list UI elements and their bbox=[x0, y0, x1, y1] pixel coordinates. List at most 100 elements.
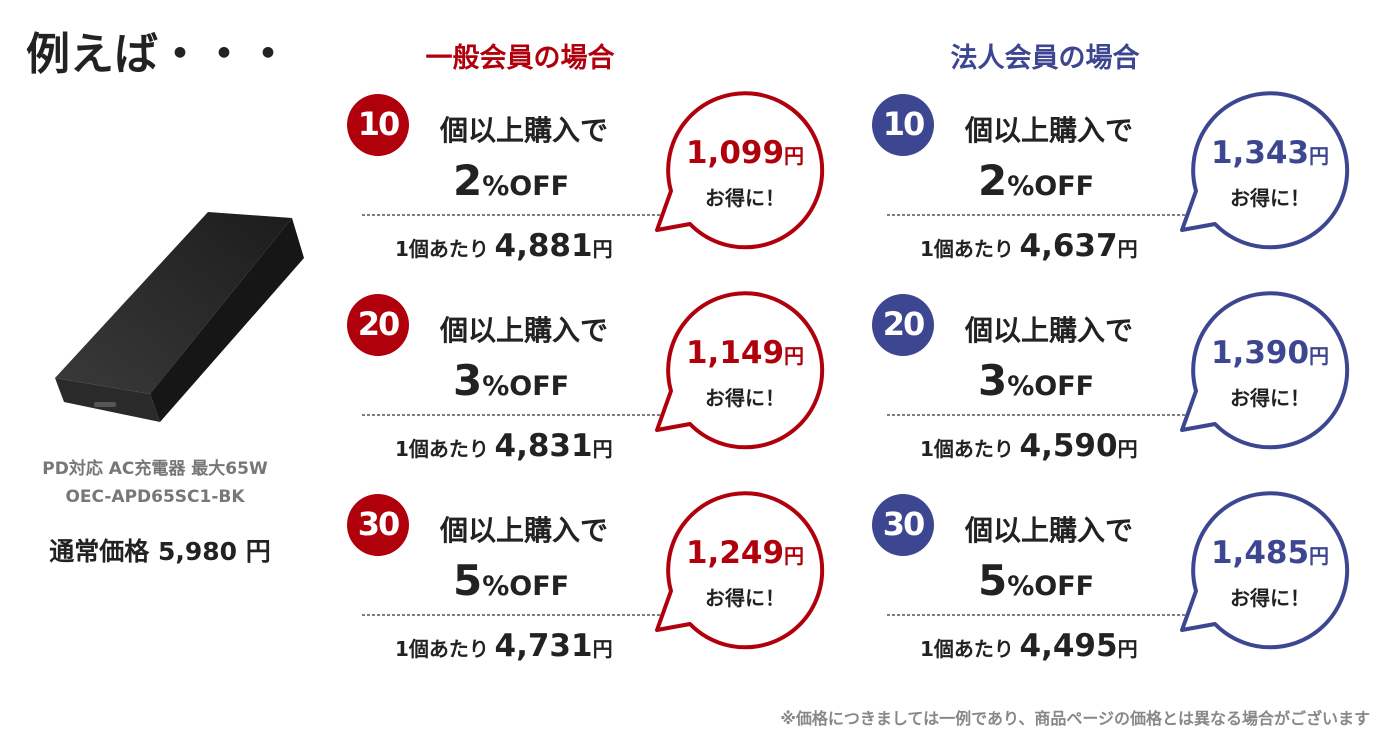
speech-bubble bbox=[655, 491, 825, 650]
qty: 10 bbox=[357, 105, 401, 143]
unit-price-value: 4,495 bbox=[1019, 628, 1118, 664]
unit-price-value: 4,590 bbox=[1019, 428, 1118, 464]
product-name: PD対応 AC充電器 最大65W bbox=[42, 459, 268, 479]
discount-unit: %OFF bbox=[1007, 171, 1095, 202]
discount: 3%OFF bbox=[978, 356, 1094, 405]
saving-value: 1,099 bbox=[685, 135, 785, 171]
discount-unit: %OFF bbox=[1007, 371, 1095, 402]
price-unit: 円 bbox=[245, 537, 271, 566]
saving: 1,390円 bbox=[1190, 335, 1350, 371]
saving-unit: 円 bbox=[784, 144, 805, 168]
saving-text: お得に！ bbox=[705, 386, 785, 410]
saving-value: 1,249 bbox=[685, 535, 785, 571]
qty-text: 個以上購入で bbox=[440, 514, 609, 547]
saving-value: 1,343 bbox=[1210, 135, 1310, 171]
saving-text: お得に！ bbox=[705, 586, 785, 610]
discount: 3%OFF bbox=[453, 356, 569, 405]
qty-badge bbox=[872, 494, 934, 556]
product-price: 通常価格 5,980 円 bbox=[30, 532, 290, 568]
qty-badge bbox=[347, 94, 409, 156]
unit-price-value: 4,731 bbox=[494, 628, 593, 664]
saving: 1,485円 bbox=[1190, 535, 1350, 571]
price: 5,980 bbox=[157, 537, 238, 566]
discount-unit: %OFF bbox=[482, 171, 570, 202]
qty: 30 bbox=[882, 505, 926, 543]
saving: 1,343円 bbox=[1190, 135, 1350, 171]
section-title: 一般会員の場合 bbox=[425, 43, 615, 74]
saving: 1,149円 bbox=[665, 335, 825, 371]
unit-price-unit: 円 bbox=[1117, 237, 1138, 261]
qty-text: 個以上購入で bbox=[440, 114, 609, 147]
discount-value: 5 bbox=[453, 556, 483, 605]
saving-text: お得に！ bbox=[1230, 586, 1310, 610]
unit-label: 1個あたり bbox=[395, 637, 489, 661]
discount: 2%OFF bbox=[978, 156, 1094, 205]
unit-price-value: 4,831 bbox=[494, 428, 593, 464]
discount-value: 3 bbox=[978, 356, 1008, 405]
unit-label: 1個あたり bbox=[395, 237, 489, 261]
qty: 20 bbox=[882, 305, 926, 343]
price-label: 通常価格 bbox=[49, 537, 150, 566]
saving-unit: 円 bbox=[1309, 144, 1330, 168]
discount-unit: %OFF bbox=[482, 371, 570, 402]
qty: 30 bbox=[357, 505, 401, 543]
unit-price: 1個あたり 4,637円 bbox=[920, 228, 1138, 264]
product-image bbox=[55, 212, 304, 422]
discount: 5%OFF bbox=[978, 556, 1094, 605]
qty-badge bbox=[347, 494, 409, 556]
discount-value: 3 bbox=[453, 356, 483, 405]
discount-unit: %OFF bbox=[1007, 571, 1095, 602]
qty-text: 個以上購入で bbox=[965, 114, 1134, 147]
saving-value: 1,485 bbox=[1210, 535, 1310, 571]
saving-value: 1,149 bbox=[685, 335, 785, 371]
qty: 10 bbox=[882, 105, 926, 143]
unit-label: 1個あたり bbox=[920, 637, 1014, 661]
qty-badge bbox=[872, 294, 934, 356]
unit-price-unit: 円 bbox=[592, 437, 613, 461]
qty-badge bbox=[347, 294, 409, 356]
qty: 20 bbox=[357, 305, 401, 343]
speech-bubble bbox=[1180, 91, 1350, 250]
discount: 2%OFF bbox=[453, 156, 569, 205]
qty-text: 個以上購入で bbox=[440, 314, 609, 347]
speech-bubble bbox=[655, 291, 825, 450]
saving-unit: 円 bbox=[1309, 544, 1330, 568]
discount-value: 2 bbox=[978, 156, 1008, 205]
qty-badge bbox=[872, 94, 934, 156]
discount-value: 2 bbox=[453, 156, 483, 205]
section-title: 法人会員の場合 bbox=[950, 43, 1140, 74]
discount-unit: %OFF bbox=[482, 571, 570, 602]
qty-text: 個以上購入で bbox=[965, 514, 1134, 547]
saving-text: お得に！ bbox=[1230, 386, 1310, 410]
speech-bubble bbox=[1180, 291, 1350, 450]
unit-label: 1個あたり bbox=[920, 437, 1014, 461]
speech-bubble bbox=[1180, 491, 1350, 650]
saving-unit: 円 bbox=[1309, 344, 1330, 368]
unit-price-unit: 円 bbox=[1117, 437, 1138, 461]
unit-price: 1個あたり 4,731円 bbox=[395, 628, 613, 664]
qty-text: 個以上購入で bbox=[965, 314, 1134, 347]
footnote: ※価格につきましては一例であり、商品ページの価格とは異なる場合がございます bbox=[780, 709, 1370, 728]
saving-unit: 円 bbox=[784, 544, 805, 568]
unit-price: 1個あたり 4,881円 bbox=[395, 228, 613, 264]
unit-price: 1個あたり 4,590円 bbox=[920, 428, 1138, 464]
unit-price: 1個あたり 4,831円 bbox=[395, 428, 613, 464]
unit-price: 1個あたり 4,495円 bbox=[920, 628, 1138, 664]
heading: 例えば・・・ bbox=[26, 29, 290, 80]
saving-text: お得に！ bbox=[705, 186, 785, 210]
saving-value: 1,390 bbox=[1210, 335, 1310, 371]
saving: 1,249円 bbox=[665, 535, 825, 571]
discount-value: 5 bbox=[978, 556, 1008, 605]
saving-text: お得に！ bbox=[1230, 186, 1310, 210]
unit-price-unit: 円 bbox=[1117, 637, 1138, 661]
unit-price-value: 4,881 bbox=[494, 228, 593, 264]
discount: 5%OFF bbox=[453, 556, 569, 605]
unit-price-value: 4,637 bbox=[1019, 228, 1118, 264]
speech-bubble bbox=[655, 91, 825, 250]
unit-label: 1個あたり bbox=[395, 437, 489, 461]
saving: 1,099円 bbox=[665, 135, 825, 171]
saving-unit: 円 bbox=[784, 344, 805, 368]
unit-label: 1個あたり bbox=[920, 237, 1014, 261]
